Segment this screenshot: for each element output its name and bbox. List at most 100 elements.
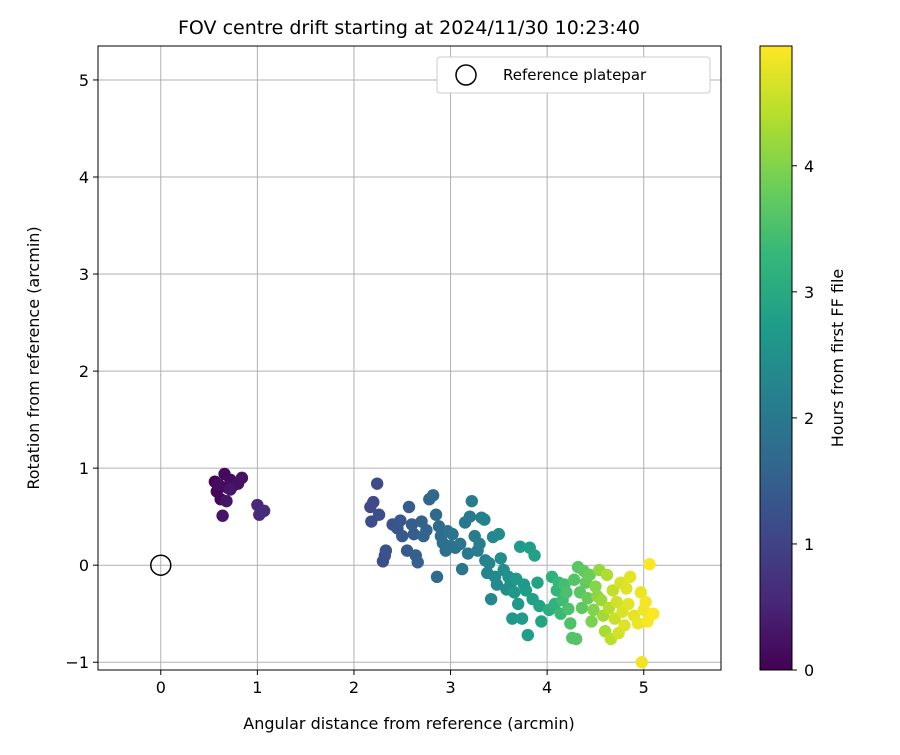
colorbar-tick-label: 3 [804, 283, 814, 302]
colorbar-tick-label: 2 [804, 409, 814, 428]
data-point [494, 552, 507, 565]
data-point [635, 656, 648, 669]
x-tick-label: 5 [639, 678, 649, 697]
data-point [212, 478, 225, 491]
data-point [587, 603, 600, 617]
data-point [367, 495, 380, 509]
data-point [484, 592, 498, 606]
data-point [643, 558, 656, 571]
x-tick-label: 4 [542, 678, 552, 697]
y-tick-label: −1 [65, 653, 89, 672]
y-axis-ticks: −1 0 1 2 3 4 5 [65, 71, 98, 672]
legend-entry-reference: Reference platepar [503, 66, 647, 84]
data-point [647, 607, 660, 620]
data-point [564, 617, 577, 630]
data-point [639, 595, 652, 609]
data-point [446, 527, 459, 541]
data-point [589, 580, 602, 593]
data-point [372, 508, 386, 521]
data-point [405, 518, 419, 531]
data-point [429, 508, 443, 521]
data-point [455, 562, 469, 576]
data-point [528, 549, 541, 562]
colorbar-tick-label: 1 [804, 535, 814, 554]
data-point [490, 578, 504, 591]
colorbar: 0 1 2 3 4 Hours from first FF file [759, 45, 847, 680]
data-point [235, 471, 249, 485]
data-point [394, 514, 407, 527]
data-point [402, 500, 416, 514]
data-point [379, 544, 393, 557]
data-point [531, 576, 544, 589]
y-tick-label: 3 [79, 265, 89, 284]
data-point [463, 510, 477, 523]
x-axis-ticks: 0 1 2 3 4 5 [156, 670, 649, 697]
data-point [535, 615, 548, 628]
chart-title: FOV centre drift starting at 2024/11/30 … [178, 17, 640, 39]
colorbar-ticks: 0 1 2 3 4 [792, 157, 814, 680]
data-point [511, 597, 525, 611]
y-tick-label: 1 [79, 459, 89, 478]
data-point [513, 540, 527, 553]
data-point [473, 537, 486, 551]
data-point [216, 509, 229, 522]
data-point [583, 568, 596, 582]
data-point [482, 557, 496, 570]
data-point [581, 591, 594, 605]
plot-frame [97, 45, 722, 671]
data-point [506, 612, 519, 625]
data-point [430, 570, 444, 584]
data-point [622, 597, 635, 611]
data-point [508, 586, 521, 599]
y-tick-label: 2 [79, 362, 89, 381]
data-point [600, 568, 614, 582]
data-point [560, 586, 573, 599]
data-point [610, 595, 623, 609]
colorbar-tick-label: 4 [804, 157, 814, 176]
y-tick-label: 4 [79, 168, 89, 187]
x-axis-label: Angular distance from reference (arcmin) [243, 714, 574, 733]
data-point [618, 619, 631, 632]
data-point [461, 547, 475, 560]
legend-box [436, 56, 711, 94]
data-point [515, 612, 529, 625]
data-point [257, 504, 271, 518]
y-axis-label: Rotation from reference (arcmin) [24, 226, 43, 489]
data-point [492, 527, 506, 541]
data-point [478, 513, 491, 526]
colorbar-label: Hours from first FF file [828, 269, 847, 448]
data-point [396, 529, 409, 543]
data-point [533, 599, 546, 613]
data-point [420, 524, 433, 537]
data-point [224, 483, 237, 496]
data-point [562, 602, 575, 616]
data-point [220, 494, 233, 508]
reference-platepar-marker [150, 554, 172, 576]
x-tick-label: 1 [252, 678, 262, 697]
colorbar-tick-label: 0 [804, 661, 814, 680]
data-point [575, 601, 589, 615]
data-point [624, 570, 637, 584]
data-point [426, 489, 440, 502]
scatter-points [208, 467, 660, 669]
data-point [454, 537, 467, 551]
colorbar-gradient [759, 45, 793, 671]
y-tick-label: 0 [79, 556, 89, 575]
data-point [631, 617, 645, 630]
data-point [634, 586, 648, 599]
data-point [595, 593, 608, 607]
reference-marker-layer [150, 554, 172, 576]
data-point [606, 584, 620, 597]
x-tick-label: 0 [156, 678, 166, 697]
data-point [465, 494, 478, 508]
data-point [370, 477, 384, 490]
data-point [585, 615, 598, 628]
data-point [521, 628, 535, 642]
data-point [407, 527, 421, 541]
x-tick-label: 3 [445, 678, 455, 697]
data-point [569, 632, 583, 646]
y-tick-label: 5 [79, 71, 89, 90]
data-point [519, 584, 533, 597]
data-point [620, 582, 633, 595]
